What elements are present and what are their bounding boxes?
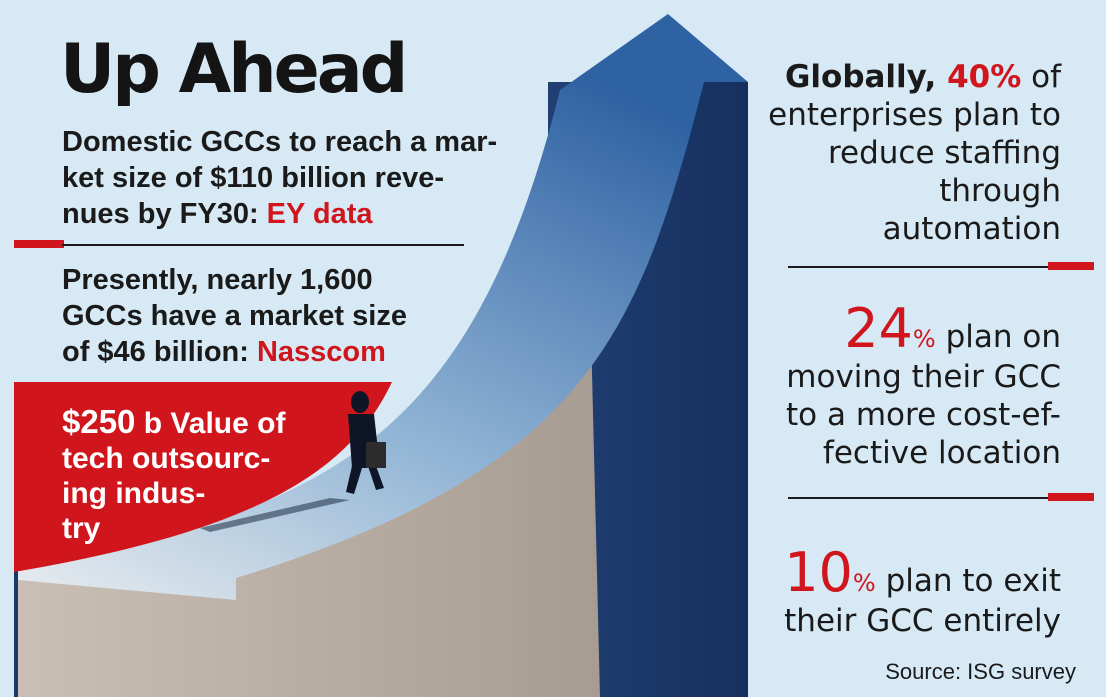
source-credit: Source: ISG survey (885, 659, 1076, 684)
arrow-ribbon (18, 14, 748, 600)
ey-line-2: ket size of $110 billion reve- (62, 162, 444, 194)
automation-stat-block: Globally, 40% of enterprises plan to red… (768, 59, 1061, 247)
nasscom-line-2: GCCs have a market size (62, 300, 407, 332)
relocation-stat-value: 24 (844, 297, 913, 360)
red-banner (14, 382, 392, 572)
exit-stat-block: 10% plan to exit their GCC entirely (784, 541, 1061, 640)
businessman-figure (200, 391, 386, 532)
right-red-marker-1 (1048, 262, 1094, 270)
ey-data-block: Domestic GCCs to reach a mar- ket size o… (62, 124, 497, 232)
headline: Up Ahead (60, 30, 408, 109)
ey-line-1: Domestic GCCs to reach a mar- (62, 126, 498, 158)
right-divider-1 (788, 266, 1050, 268)
ey-source-label: EY data (266, 198, 373, 230)
left-red-marker (14, 240, 64, 248)
right-red-marker-2 (1048, 493, 1094, 501)
exit-stat-value: 10 (784, 541, 853, 604)
nasscom-line-1: Presently, nearly 1,600 (62, 264, 373, 296)
ey-line-3: nues by FY30: EY data (62, 198, 373, 230)
relocation-stat-block: 24% plan on moving their GCC to a more c… (786, 297, 1061, 472)
nasscom-block: Presently, nearly 1,600 GCCs have a mark… (62, 262, 407, 370)
left-divider (62, 244, 464, 246)
nasscom-line-3: of $46 billion: Nasscom (62, 336, 386, 368)
outsourcing-value: $250 (62, 403, 136, 440)
outsourcing-value-block: $250 b Value of tech outsourc- ing indus… (62, 403, 286, 545)
nasscom-source-label: Nasscom (256, 336, 386, 368)
automation-stat-value: 40% (947, 59, 1022, 95)
right-divider-2 (788, 497, 1050, 499)
